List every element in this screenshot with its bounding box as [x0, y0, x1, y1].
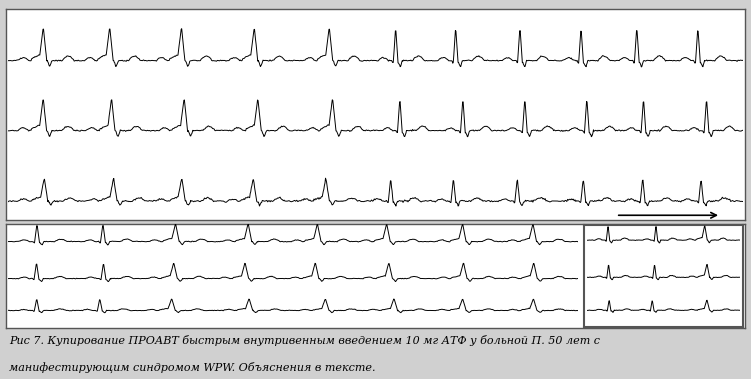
Text: Рис 7. Купирование ПРОАВТ быстрым внутривенным введением 10 мг АТФ у больной П. : Рис 7. Купирование ПРОАВТ быстрым внутри… — [9, 335, 600, 346]
Text: манифестирующим синдромом WPW. Объяснения в тексте.: манифестирующим синдромом WPW. Объяснени… — [9, 362, 376, 373]
